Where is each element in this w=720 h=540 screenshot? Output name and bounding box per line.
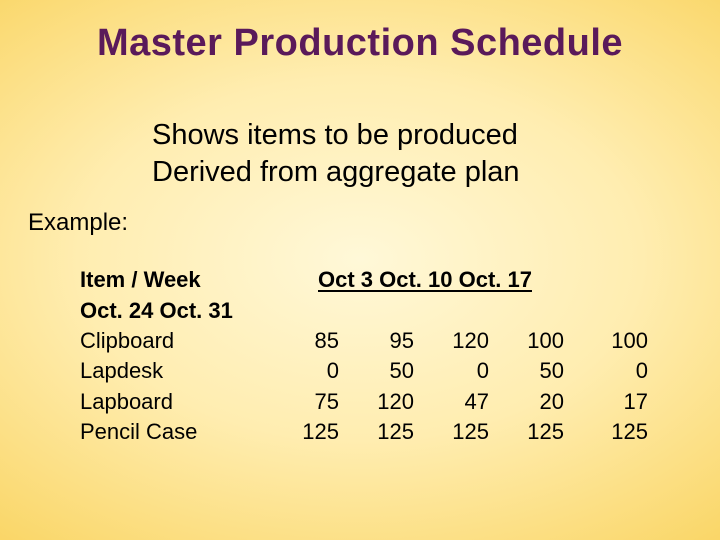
row-name: Clipboard [80, 326, 270, 356]
table-header-row-2: Oct. 24 Oct. 31 [80, 296, 720, 326]
cell: 95 [345, 326, 420, 356]
cell: 85 [270, 326, 345, 356]
slide-title: Master Production Schedule [0, 0, 720, 65]
cell: 100 [570, 326, 648, 356]
row-name: Lapboard [80, 387, 270, 417]
table-row: Lapboard 75 120 47 20 17 [80, 387, 720, 417]
bullet-line-2: Derived from aggregate plan [152, 154, 720, 191]
cell: 50 [345, 356, 420, 386]
header-dates-line2: Oct. 24 Oct. 31 [80, 296, 270, 326]
cell: 0 [420, 356, 495, 386]
cell: 100 [495, 326, 570, 356]
cell: 125 [495, 417, 570, 447]
cell: 120 [420, 326, 495, 356]
example-label: Example: [28, 209, 720, 237]
cell: 125 [420, 417, 495, 447]
header-dates-line1: Oct 3 Oct. 10 Oct. 17 [270, 265, 532, 295]
cell: 125 [270, 417, 345, 447]
schedule-table: Item / Week Oct 3 Oct. 10 Oct. 17 Oct. 2… [80, 265, 720, 447]
cell: 50 [495, 356, 570, 386]
cell: 17 [570, 387, 648, 417]
bullet-list: Shows items to be produced Derived from … [152, 117, 720, 191]
row-name: Lapdesk [80, 356, 270, 386]
table-row: Clipboard 85 95 120 100 100 [80, 326, 720, 356]
cell: 20 [495, 387, 570, 417]
header-item-week: Item / Week [80, 265, 270, 295]
cell: 47 [420, 387, 495, 417]
cell: 120 [345, 387, 420, 417]
table-row: Lapdesk 0 50 0 50 0 [80, 356, 720, 386]
row-name: Pencil Case [80, 417, 270, 447]
cell: 0 [570, 356, 648, 386]
table-row: Pencil Case 125 125 125 125 125 [80, 417, 720, 447]
table-header-row-1: Item / Week Oct 3 Oct. 10 Oct. 17 [80, 265, 720, 295]
bullet-line-1: Shows items to be produced [152, 117, 720, 154]
cell: 75 [270, 387, 345, 417]
cell: 125 [570, 417, 648, 447]
cell: 125 [345, 417, 420, 447]
cell: 0 [270, 356, 345, 386]
